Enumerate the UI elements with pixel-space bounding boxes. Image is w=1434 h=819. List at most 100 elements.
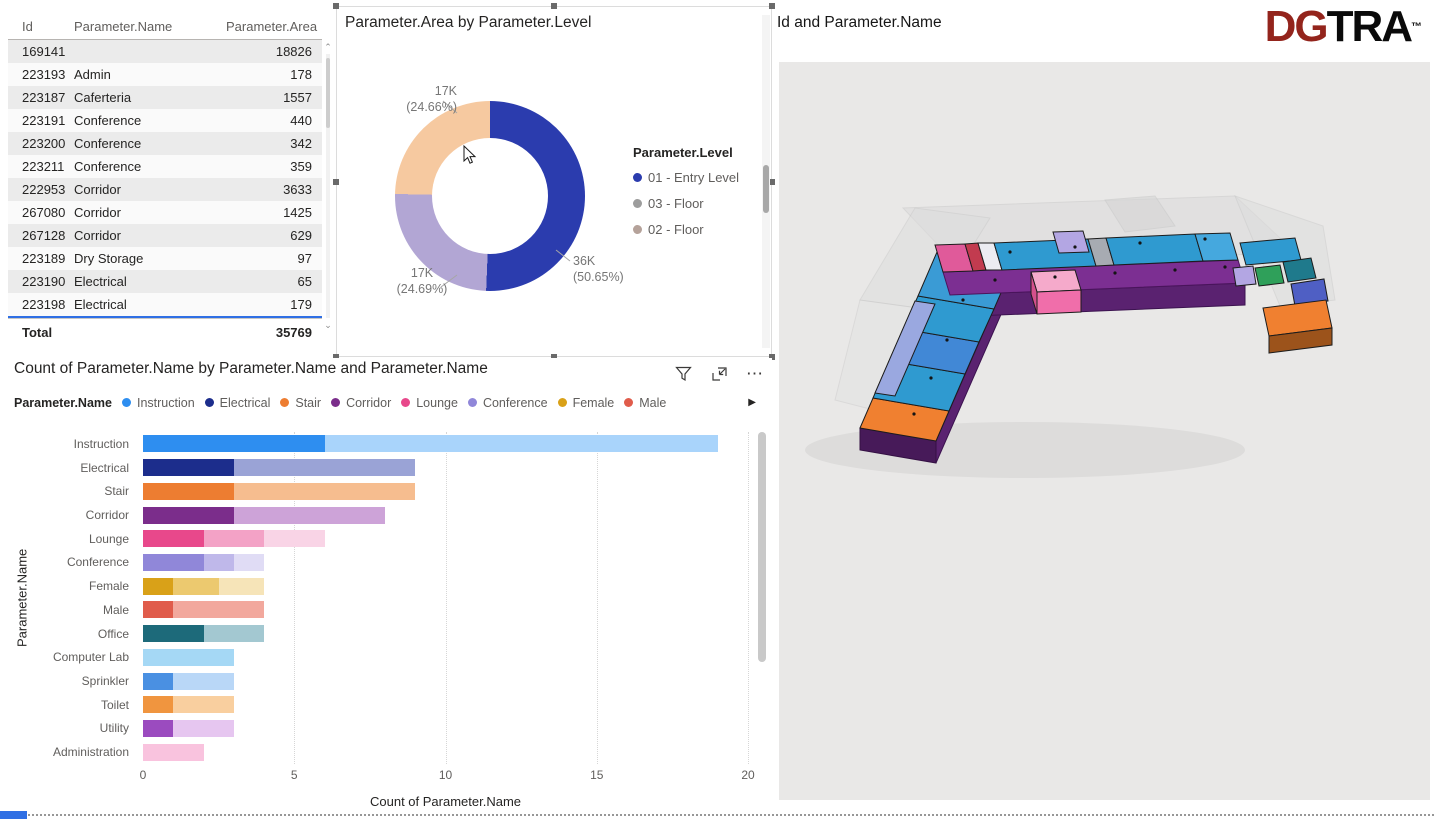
resize-handle[interactable] <box>551 354 557 360</box>
legend-item[interactable]: Male <box>624 396 666 410</box>
legend-item[interactable]: Conference <box>467 396 548 410</box>
bar-segment[interactable] <box>264 530 325 548</box>
legend-item[interactable]: 03 - Floor <box>633 196 767 211</box>
bar[interactable] <box>143 696 748 714</box>
bar-segment[interactable] <box>143 601 174 619</box>
legend-item[interactable]: Lounge <box>401 396 458 410</box>
bar-segment[interactable] <box>143 696 174 714</box>
focus-mode-icon[interactable] <box>708 364 730 384</box>
table-row[interactable]: 223198 Electrical 179 <box>8 293 322 316</box>
table-row[interactable]: 267080 Corridor 1425 <box>8 201 322 224</box>
bar[interactable] <box>143 672 748 690</box>
bar-segment[interactable] <box>143 435 325 453</box>
bar[interactable] <box>143 601 748 619</box>
table-row[interactable]: 223187 Caferteria 1557 <box>8 86 322 109</box>
filter-icon[interactable] <box>672 364 694 384</box>
table-row[interactable]: 223200 Conference 342 <box>8 132 322 155</box>
table-row[interactable]: 222953 Corridor 3633 <box>8 178 322 201</box>
bar-legend-items: Instruction Electrical Stair Corridor Lounge… <box>121 394 676 412</box>
bar[interactable] <box>143 553 748 571</box>
column-header-name[interactable]: Parameter.Name <box>74 19 173 34</box>
bar[interactable] <box>143 719 748 737</box>
legend-item[interactable]: 01 - Entry Level <box>633 170 767 185</box>
bar-segment[interactable] <box>173 719 234 737</box>
table-row[interactable]: 223191 Conference 440 <box>8 109 322 132</box>
bar-segment[interactable] <box>143 743 204 761</box>
bar-segment[interactable] <box>143 506 234 524</box>
table-row[interactable]: 223189 Dry Storage 97 <box>8 247 322 270</box>
bar-segment[interactable] <box>173 696 234 714</box>
bar-segment[interactable] <box>233 459 416 477</box>
3d-building-model[interactable] <box>775 0 1434 812</box>
bar-segment[interactable] <box>143 482 234 500</box>
more-options-icon[interactable]: ⋯ <box>746 364 764 383</box>
legend-item[interactable]: 02 - Floor <box>633 222 767 237</box>
scrollbar-thumb[interactable] <box>326 58 330 128</box>
bar-segment[interactable] <box>173 672 234 690</box>
resize-handle[interactable] <box>333 3 339 9</box>
resize-handle[interactable] <box>769 354 775 360</box>
bar[interactable] <box>143 743 748 761</box>
table-row[interactable]: 223193 Admin 178 <box>8 63 322 86</box>
column-header-id[interactable]: Id <box>22 19 33 34</box>
page-bottom-divider <box>0 814 1434 816</box>
column-header-area[interactable]: Parameter.Area <box>226 19 318 34</box>
bar-segment[interactable] <box>233 553 264 571</box>
scrollbar-thumb[interactable] <box>763 165 769 213</box>
legend-item[interactable]: Female <box>557 396 614 410</box>
bar-segment[interactable] <box>203 553 234 571</box>
bar[interactable] <box>143 435 748 453</box>
resize-handle[interactable] <box>769 3 775 9</box>
bar-segment[interactable] <box>143 625 204 643</box>
bar-segment[interactable] <box>143 672 174 690</box>
legend-item[interactable]: Instruction <box>121 396 195 410</box>
bottom-left-accent <box>0 811 27 819</box>
bar-row <box>143 740 748 764</box>
table-cell: 3633 <box>283 182 312 197</box>
legend-item[interactable]: Corridor <box>331 396 391 410</box>
table-visual: Id Parameter.Name Parameter.Area 169141 1… <box>8 14 334 354</box>
bar-panel-scrollbar[interactable] <box>758 432 766 764</box>
table-row[interactable]: 267128 Corridor 629 <box>8 224 322 247</box>
bar-segment[interactable] <box>173 577 219 595</box>
bar[interactable] <box>143 625 748 643</box>
scrollbar-thumb[interactable] <box>758 432 766 662</box>
bar-segment[interactable] <box>143 719 174 737</box>
resize-handle[interactable] <box>769 178 775 185</box>
bar[interactable] <box>143 648 748 666</box>
bar[interactable] <box>143 482 748 500</box>
bar-segment[interactable] <box>324 435 718 453</box>
bar[interactable] <box>143 530 748 548</box>
resize-handle[interactable] <box>333 354 339 360</box>
legend-item[interactable]: Electrical <box>204 396 270 410</box>
donut-panel-scrollbar[interactable] <box>762 15 770 348</box>
table-row[interactable]: 223211 Conference 359 <box>8 155 322 178</box>
scroll-up-icon[interactable]: ⌃ <box>324 42 332 52</box>
bar-segment[interactable] <box>143 577 174 595</box>
bar-segment[interactable] <box>143 530 204 548</box>
bar-segment[interactable] <box>233 482 416 500</box>
bar-segment[interactable] <box>203 625 264 643</box>
resize-handle[interactable] <box>333 178 339 185</box>
bar-segment[interactable] <box>143 553 204 571</box>
bar-segment[interactable] <box>173 601 264 619</box>
resize-handle[interactable] <box>551 3 557 9</box>
bar-segment[interactable] <box>143 459 234 477</box>
table-row[interactable]: 169141 18826 <box>8 40 322 63</box>
bar-segment[interactable] <box>233 506 385 524</box>
table-row[interactable]: 223190 Electrical 65 <box>8 270 322 293</box>
bar[interactable] <box>143 577 748 595</box>
door-markers <box>912 237 1227 416</box>
legend-more-arrow-icon[interactable]: ▶ <box>748 397 756 408</box>
bar-segment[interactable] <box>218 577 264 595</box>
table-cell: Corridor <box>74 205 121 220</box>
bar-segment[interactable] <box>203 530 264 548</box>
bar-row <box>143 479 748 503</box>
bar-segment[interactable] <box>143 648 234 666</box>
legend-item[interactable]: Stair <box>280 396 321 410</box>
table-scrollbar[interactable]: ⌃ ⌄ <box>322 42 334 330</box>
scroll-down-icon[interactable]: ⌄ <box>324 320 332 330</box>
scrollbar-track[interactable] <box>326 54 330 318</box>
bar[interactable] <box>143 459 748 477</box>
bar[interactable] <box>143 506 748 524</box>
